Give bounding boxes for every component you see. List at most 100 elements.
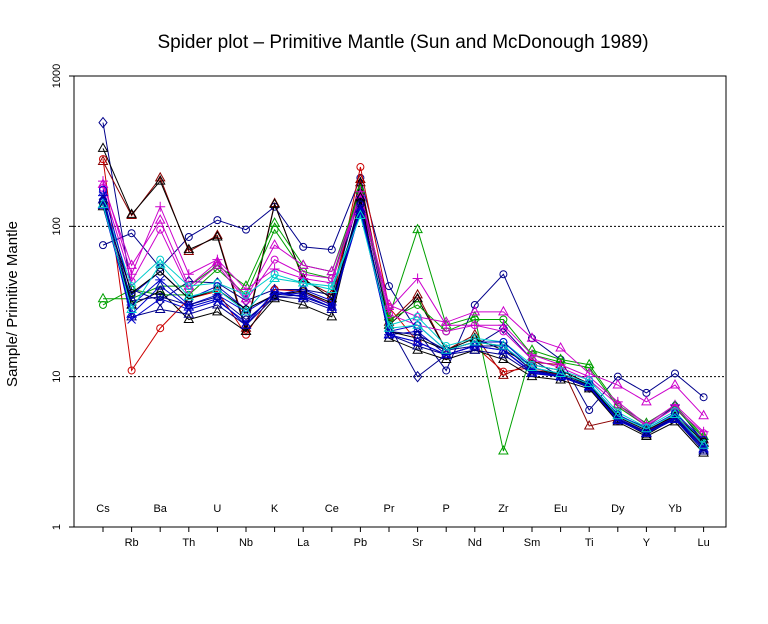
y-tick-label-10: 10 xyxy=(51,371,63,383)
point-s11-Th xyxy=(184,282,193,291)
point-s20-Yb xyxy=(669,408,681,419)
point-s19-Rb xyxy=(126,308,137,318)
point-s20-Ti xyxy=(583,377,595,388)
point-s18-K xyxy=(270,292,279,301)
point-s20-Nb xyxy=(240,305,252,316)
point-s16-U xyxy=(212,298,223,309)
point-s8-Sm xyxy=(527,349,537,360)
point-s4-Ba xyxy=(154,175,166,185)
series-line-s8 xyxy=(102,180,704,433)
x-tick-label-Yb: Yb xyxy=(668,503,681,515)
point-s10-U xyxy=(213,261,222,270)
y-tick-label-1000: 1000 xyxy=(51,64,63,88)
x-tick-label-Nd: Nd xyxy=(468,537,482,549)
point-s5-Ba xyxy=(156,324,165,333)
x-tick-label-Rb: Rb xyxy=(125,537,139,549)
x-tick-label-Nb: Nb xyxy=(239,537,253,549)
point-s9-K xyxy=(269,239,280,249)
point-s4-Cs xyxy=(97,142,109,152)
point-s4-Rb xyxy=(126,208,137,218)
point-s20-Dy xyxy=(612,409,624,420)
point-s15-Nb xyxy=(240,325,252,335)
point-s9-Eu xyxy=(555,342,566,352)
point-s6-Cs xyxy=(97,292,109,303)
series-line-s20 xyxy=(102,204,704,446)
point-s12-Cs xyxy=(99,185,107,194)
point-s1-La xyxy=(299,242,308,251)
point-s8-Sr xyxy=(412,273,423,284)
point-s15-La xyxy=(297,298,309,309)
point-s9-Zr xyxy=(498,305,509,316)
point-s5-Cs xyxy=(99,155,107,164)
point-s1-Nb xyxy=(242,225,250,234)
series-s9 xyxy=(97,178,709,420)
point-s17-Ba xyxy=(155,294,165,304)
point-s3-Th xyxy=(183,245,195,256)
point-s18-Nb xyxy=(242,315,250,324)
point-s19-Y xyxy=(641,427,652,437)
point-s20-Cs xyxy=(97,198,109,208)
point-s6-Sr xyxy=(412,223,423,234)
point-s1-Ti xyxy=(585,406,594,415)
point-s20-Nd xyxy=(469,336,481,346)
series-s20 xyxy=(97,198,709,449)
point-s20-K xyxy=(269,272,280,282)
x-tick-label-P: P xyxy=(443,503,450,515)
point-s16-Ba xyxy=(154,303,166,313)
x-tick-label-Sm: Sm xyxy=(524,537,541,549)
point-s1-Yb xyxy=(671,369,679,378)
point-s20-Sm xyxy=(526,361,538,372)
point-s13-Ba xyxy=(155,275,166,285)
series-line-s18 xyxy=(102,200,704,448)
point-s20-Ba xyxy=(154,258,166,268)
point-s1-U xyxy=(213,216,222,225)
point-s18-Cs xyxy=(99,196,107,205)
point-s11-Nb xyxy=(242,290,250,299)
point-s1-Cs xyxy=(99,241,107,250)
point-s10-Nd xyxy=(470,321,479,330)
series-line-s19 xyxy=(102,205,704,450)
point-s8-K xyxy=(269,264,280,275)
point-s8-Ba xyxy=(155,201,166,212)
point-s5-Rb xyxy=(127,366,136,375)
point-s9-Ba xyxy=(154,214,166,224)
point-s7-K xyxy=(270,225,279,234)
point-s19-Sm xyxy=(526,366,538,377)
x-tick-label-Dy: Dy xyxy=(611,503,625,515)
point-s19-P xyxy=(440,348,452,359)
x-tick-label-Cs: Cs xyxy=(96,503,110,515)
point-s20-Zr xyxy=(498,339,509,350)
point-s14-Ba xyxy=(156,267,165,276)
point-s8-Th xyxy=(183,269,194,280)
point-s1-Nd xyxy=(470,300,479,309)
point-s18-Pb xyxy=(356,200,365,209)
point-s9-La xyxy=(297,259,309,269)
series-line-s11 xyxy=(102,201,704,444)
series-line-s14 xyxy=(102,201,704,442)
point-s5-Zr xyxy=(499,367,508,376)
point-s1-Rb xyxy=(127,229,136,238)
point-s19-Nb xyxy=(240,319,252,329)
point-s19-Sr xyxy=(412,336,423,346)
point-s20-Eu xyxy=(555,367,566,377)
point-s16-Ce xyxy=(326,303,338,313)
point-s15-Zr xyxy=(498,353,509,364)
point-s10-K xyxy=(270,255,279,264)
point-s20-Th xyxy=(183,290,195,301)
series-s2 xyxy=(98,116,709,448)
y-axis-label: Sample/ Primitive Mantle xyxy=(4,221,21,387)
point-s9-Dy xyxy=(612,378,624,389)
point-s2-Sr xyxy=(412,370,423,383)
point-s16-Th xyxy=(183,308,195,318)
point-s2-Zr xyxy=(498,322,509,335)
point-s7-Cs xyxy=(99,300,107,309)
point-s9-Cs xyxy=(97,178,109,188)
point-s10-Zr xyxy=(499,327,508,336)
x-tick-label-Ce: Ce xyxy=(325,503,339,515)
x-tick-label-Th: Th xyxy=(182,537,195,549)
point-s20-Pb xyxy=(355,209,366,220)
point-s17-Sm xyxy=(527,367,537,376)
point-s18-Ba xyxy=(156,292,165,301)
point-s1-Pr xyxy=(385,282,393,291)
point-s15-P xyxy=(440,353,452,364)
